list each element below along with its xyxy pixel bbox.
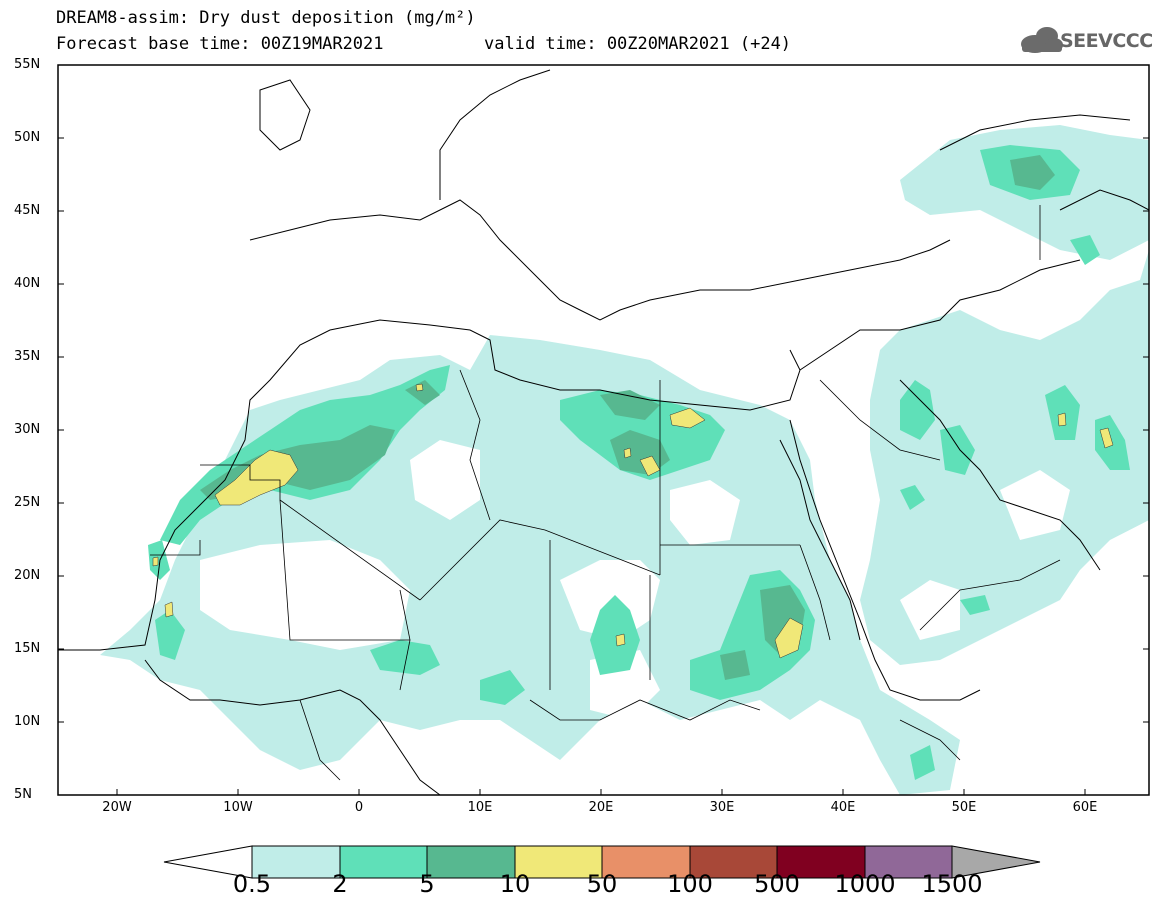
colorbar-label: 100 (667, 870, 713, 898)
lat-label: 10N (14, 714, 41, 729)
lon-label: 50E (951, 800, 977, 815)
lat-label: 50N (14, 130, 41, 145)
forecast-base-time: Forecast base time: 00Z19MAR2021 (56, 34, 384, 54)
colorbar-label: 5 (419, 870, 435, 898)
lat-label: 20N (14, 568, 41, 583)
colorbar (163, 845, 1041, 879)
country-borders (150, 205, 1061, 781)
logo-text: SEEVCCC (1060, 30, 1153, 52)
dust-level-4 (152, 383, 1114, 659)
lat-label: 5N (14, 787, 32, 802)
colorbar-box-7 (776, 845, 866, 879)
lon-label: 0 (354, 800, 364, 815)
lat-label: 40N (14, 276, 41, 291)
lon-label: 40E (830, 800, 856, 815)
colorbar-label: 1500 (921, 870, 983, 898)
lat-label: 45N (14, 203, 41, 218)
colorbar-box-5 (601, 845, 691, 879)
colorbar-box-6 (689, 845, 778, 879)
lon-label: 20E (588, 800, 614, 815)
lon-label: 60E (1072, 800, 1098, 815)
lon-label: 30E (709, 800, 735, 815)
lon-label: 20W (102, 800, 132, 815)
lat-label: 25N (14, 495, 41, 510)
colorbar-label: 50 (586, 870, 618, 898)
lat-label: 15N (14, 641, 41, 656)
lat-label: 35N (14, 349, 41, 364)
colorbar-box-1 (251, 845, 341, 879)
colorbar-box-3 (426, 845, 516, 879)
colorbar-label: 500 (754, 870, 800, 898)
lon-label: 10W (223, 800, 253, 815)
coastlines (58, 69, 1149, 795)
lon-label: 10E (467, 800, 493, 815)
colorbar-arrow-high (951, 845, 1041, 879)
lat-label: 30N (14, 422, 41, 437)
map-title: DREAM8-assim: Dry dust deposition (mg/m²… (56, 8, 476, 28)
colorbar-label: 1000 (834, 870, 896, 898)
colorbar-label: 2 (332, 870, 348, 898)
valid-time: valid time: 00Z20MAR2021 (+24) (484, 34, 792, 54)
colorbar-label: 10 (499, 870, 531, 898)
cloud-logo-icon (1021, 27, 1063, 53)
lat-label: 55N (14, 57, 41, 72)
colorbar-label: 0.5 (232, 870, 272, 898)
